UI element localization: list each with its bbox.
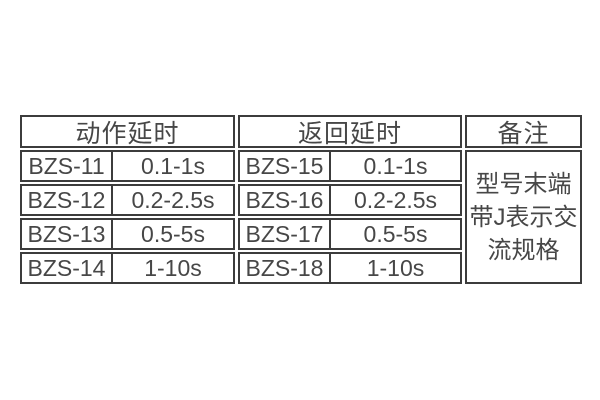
value-cell: 1-10s	[144, 254, 202, 281]
column-header-return-delay: 返回延时	[238, 115, 462, 148]
section-return-delay: 返回延时 BZS-15 0.1-1s BZS-16 0.2-2.5s BZS-1…	[238, 115, 462, 284]
column-header-remarks: 备注	[465, 115, 582, 148]
column-header-action-delay: 动作延时	[20, 115, 235, 148]
section-remarks: 备注 型号末端 带J表示交 流规格	[465, 115, 582, 284]
model-cell: BZS-15	[240, 152, 331, 180]
value-cell: 0.5-5s	[363, 220, 428, 247]
delay-spec-table: 动作延时 BZS-11 0.1-1s BZS-12 0.2-2.5s BZS-1…	[20, 115, 582, 284]
model-cell: BZS-12	[22, 186, 113, 214]
model-cell: BZS-18	[240, 254, 331, 282]
remark-cell: 型号末端 带J表示交 流规格	[465, 150, 582, 284]
remark-line: 型号末端	[475, 170, 572, 198]
table-row: BZS-16 0.2-2.5s	[238, 184, 462, 216]
table-row: BZS-18 1-10s	[238, 252, 462, 284]
table-row: BZS-12 0.2-2.5s	[20, 184, 235, 216]
header-label: 备注	[497, 119, 550, 148]
model-cell: BZS-17	[240, 220, 331, 248]
model-cell: BZS-16	[240, 186, 331, 214]
value-cell: 0.1-1s	[363, 152, 428, 179]
table-row: BZS-14 1-10s	[20, 252, 235, 284]
value-cell: 0.2-2.5s	[353, 186, 438, 213]
header-label: 返回延时	[297, 119, 402, 148]
value-cell: 1-10s	[366, 254, 425, 281]
model-cell: BZS-13	[22, 220, 113, 248]
table-row: BZS-11 0.1-1s	[20, 150, 235, 182]
remark-line: 流规格	[487, 236, 560, 264]
model-cell: BZS-14	[22, 254, 113, 282]
table-row: BZS-15 0.1-1s	[238, 150, 462, 182]
header-label: 动作延时	[75, 119, 180, 148]
value-cell: 0.2-2.5s	[131, 186, 215, 213]
model-cell: BZS-11	[22, 152, 113, 180]
remark-line: 带J表示交	[469, 203, 578, 231]
value-cell: 0.5-5s	[141, 220, 205, 247]
value-cell: 0.1-1s	[141, 152, 205, 179]
table-row: BZS-17 0.5-5s	[238, 218, 462, 250]
section-action-delay: 动作延时 BZS-11 0.1-1s BZS-12 0.2-2.5s BZS-1…	[20, 115, 235, 284]
table-row: BZS-13 0.5-5s	[20, 218, 235, 250]
